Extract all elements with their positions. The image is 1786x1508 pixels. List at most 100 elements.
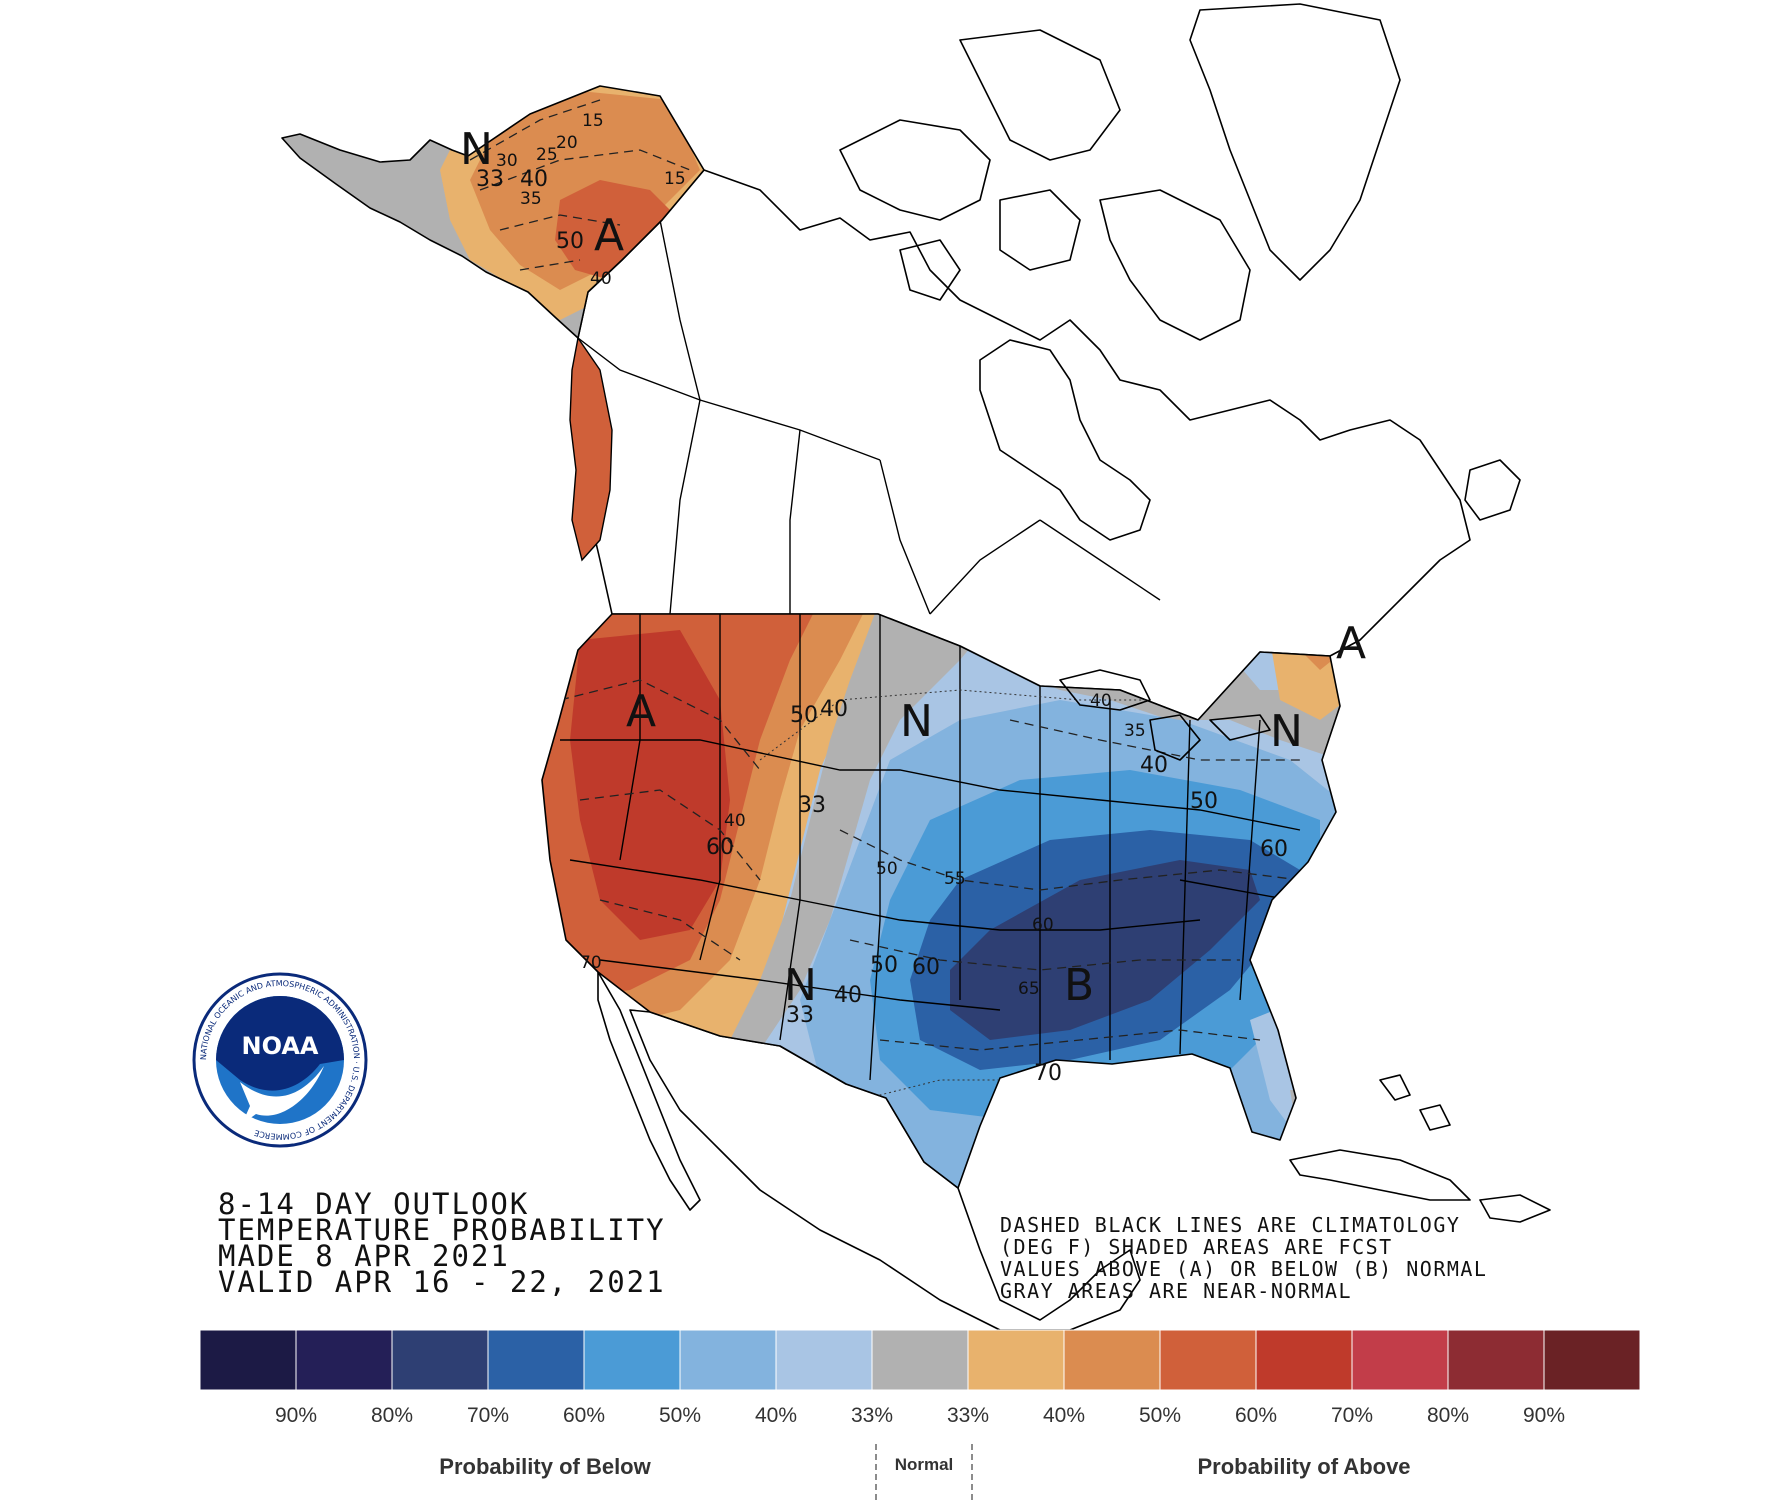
contour-label: 25 bbox=[536, 145, 558, 165]
contour-label: 33 bbox=[798, 793, 826, 818]
legend-swatches bbox=[199, 1329, 1641, 1391]
arctic-island-outline bbox=[899, 239, 961, 301]
legend-tick-label: 70% bbox=[1331, 1404, 1373, 1427]
alaska-climatology-lines bbox=[469, 99, 691, 271]
contour-label: 35 bbox=[520, 189, 542, 209]
legend-swatch bbox=[679, 1329, 777, 1391]
map-note-line: DASHED BLACK LINES ARE CLIMATOLOGY bbox=[1000, 1213, 1460, 1237]
outlook-title-line: VALID APR 16 - 22, 2021 bbox=[218, 1265, 666, 1299]
outlook-title-line: MADE 8 APR 2021 bbox=[218, 1239, 510, 1273]
contour-label: 40 bbox=[1140, 753, 1168, 778]
hudson-bay-outline bbox=[979, 339, 1151, 541]
contour-label: 33 bbox=[476, 167, 504, 192]
zone-letter-near-normal: N bbox=[1270, 706, 1303, 757]
contour-label: 30 bbox=[496, 151, 518, 171]
contour-label: 40 bbox=[820, 697, 848, 722]
contour-label: 40 bbox=[590, 269, 612, 289]
legend-tick-label: 60% bbox=[563, 1404, 605, 1427]
contour-label: 50 bbox=[870, 953, 898, 978]
arctic-island-outline bbox=[959, 29, 1121, 161]
legend-above-label: Probability of Above bbox=[1197, 1454, 1410, 1479]
legend-tick-label: 33% bbox=[851, 1404, 893, 1427]
legend-swatch bbox=[487, 1329, 585, 1391]
contour-label: 35 bbox=[1124, 721, 1146, 741]
state-borders bbox=[560, 614, 1301, 1081]
legend-normal-label: Normal bbox=[895, 1455, 954, 1474]
legend-tick-label: 90% bbox=[275, 1404, 317, 1427]
bahamas-outline bbox=[1379, 1074, 1451, 1131]
map-note-line: GRAY AREAS ARE NEAR-NORMAL bbox=[1000, 1279, 1352, 1303]
alaska-outline bbox=[281, 85, 705, 339]
contour-label: 50 bbox=[876, 859, 898, 879]
hispaniola-outline bbox=[1479, 1194, 1551, 1223]
legend-swatch bbox=[1063, 1329, 1161, 1391]
gull-icon bbox=[240, 1066, 324, 1124]
outlook-title-line: TEMPERATURE PROBABILITY bbox=[218, 1213, 666, 1247]
zone-letter-above: A bbox=[594, 210, 624, 261]
conus-climatology-lines bbox=[559, 679, 1301, 1101]
contour-label: 70 bbox=[1034, 1061, 1062, 1086]
probability-legend: 90% 80% 70% 60% 50% 40% 33% 33% 40% 50% 60% 70% 80% 9… bbox=[199, 1329, 1641, 1500]
zone-letter-near-normal: N bbox=[460, 124, 493, 175]
legend-swatch bbox=[1351, 1329, 1449, 1391]
legend-tick-label: 40% bbox=[755, 1404, 797, 1427]
zone-letter-near-normal: N bbox=[900, 696, 933, 747]
noaa-logo: NOAA NATIONAL OCEANIC AND ATMOSPHERIC AD… bbox=[192, 972, 368, 1148]
legend-swatch bbox=[871, 1329, 969, 1391]
zone-letter-below: B bbox=[1064, 960, 1094, 1011]
alaska-forecast-fill bbox=[282, 86, 704, 338]
legend-ticks: 90% 80% 70% 60% 50% 40% 33% 33% 40% 50% 60% 70% 80% 9… bbox=[275, 1404, 1565, 1427]
outlook-title-line: 8-14 DAY OUTLOOK bbox=[218, 1187, 529, 1221]
contour-label: 60 bbox=[1260, 837, 1288, 862]
legend-swatch bbox=[391, 1329, 489, 1391]
legend-tick-label: 40% bbox=[1043, 1404, 1085, 1427]
legend-tick-label: 50% bbox=[1139, 1404, 1181, 1427]
contour-label: 20 bbox=[556, 133, 578, 153]
legend-below-label: Probability of Below bbox=[439, 1454, 651, 1479]
legend-tick-label: 70% bbox=[467, 1404, 509, 1427]
contour-label: 55 bbox=[944, 869, 966, 889]
legend-swatch bbox=[775, 1329, 873, 1391]
legend-tick-label: 90% bbox=[1523, 1404, 1565, 1427]
legend-swatch bbox=[967, 1329, 1065, 1391]
legend-swatch bbox=[583, 1329, 681, 1391]
contour-label: 40 bbox=[1090, 691, 1112, 711]
contour-label: 15 bbox=[664, 169, 686, 189]
cuba-outline bbox=[1289, 1149, 1471, 1201]
contour-label: 50 bbox=[1190, 789, 1218, 814]
conus-outline bbox=[541, 613, 1341, 1189]
legend-swatch bbox=[295, 1329, 393, 1391]
contour-label: 65 bbox=[1018, 979, 1040, 999]
contour-label: 60 bbox=[1032, 915, 1054, 935]
canada-outline bbox=[577, 169, 1471, 721]
contour-label: 70 bbox=[580, 953, 602, 973]
zone-letters: N A A N N B A N bbox=[460, 124, 1366, 1011]
contour-label: 60 bbox=[706, 835, 734, 860]
contour-label: 60 bbox=[912, 955, 940, 980]
legend-tick-label: 80% bbox=[1427, 1404, 1469, 1427]
legend-swatch bbox=[1159, 1329, 1257, 1391]
map-note-line: (DEG F) SHADED AREAS ARE FCST bbox=[1000, 1235, 1393, 1259]
contour-label: 33 bbox=[786, 1003, 814, 1028]
greenland-outline bbox=[1189, 3, 1401, 281]
zone-letter-above: A bbox=[1336, 618, 1366, 669]
legend-tick-label: 33% bbox=[947, 1404, 989, 1427]
legend-tick-label: 50% bbox=[659, 1404, 701, 1427]
arctic-island-outline bbox=[999, 189, 1081, 271]
contour-label: 40 bbox=[724, 811, 746, 831]
contour-label: 15 bbox=[582, 111, 604, 131]
alaska-panhandle-fill bbox=[569, 336, 613, 562]
contour-label: 40 bbox=[520, 167, 548, 192]
newfoundland-outline bbox=[1464, 459, 1521, 521]
contour-labels: 15 20 25 30 33 40 35 15 50 40 50 40 33 6… bbox=[476, 111, 1288, 1086]
noaa-logo-text: NOAA bbox=[242, 1032, 319, 1060]
legend-swatch bbox=[1543, 1329, 1641, 1391]
contour-label: 50 bbox=[556, 229, 584, 254]
map-note-line: VALUES ABOVE (A) OR BELOW (B) NORMAL bbox=[1000, 1257, 1487, 1281]
contour-label: 50 bbox=[790, 703, 818, 728]
arctic-island-outline bbox=[839, 119, 991, 221]
land-outlines bbox=[577, 3, 1551, 1331]
map-notes: DASHED BLACK LINES ARE CLIMATOLOGY (DEG … bbox=[1000, 1213, 1487, 1303]
outlook-title: 8-14 DAY OUTLOOK TEMPERATURE PROBABILITY… bbox=[218, 1187, 666, 1299]
